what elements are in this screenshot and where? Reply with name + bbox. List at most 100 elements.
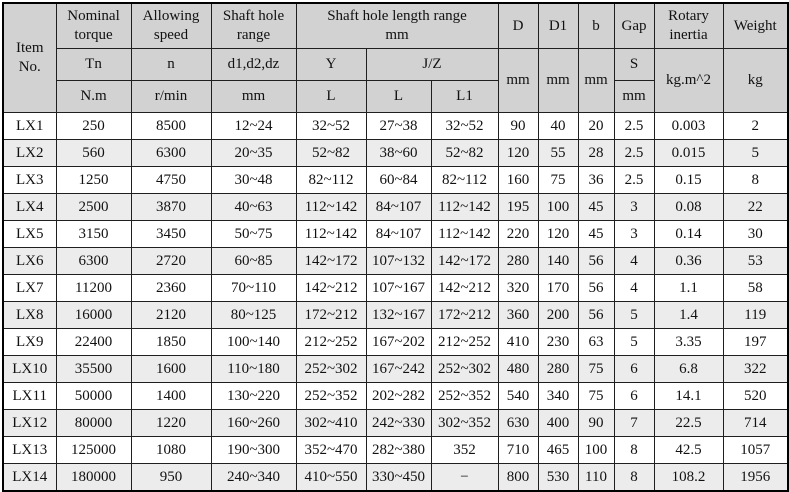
cell-hole_range: 60~85	[210, 247, 297, 275]
cell-b: 56	[577, 247, 615, 275]
cell-d: 160	[497, 166, 539, 194]
cell-item: LX5	[2, 220, 57, 248]
cell-s: 6	[613, 355, 655, 383]
cell-y_l: 52~82	[295, 139, 367, 167]
table-row: LX12 80000 1220 160~260 302~410 242~330 302~35…	[2, 409, 789, 437]
cell-b: 63	[577, 328, 615, 356]
cell-speed: 3870	[130, 193, 212, 221]
cell-d1: 40	[537, 112, 579, 140]
cell-weight: 119	[722, 301, 789, 329]
cell-d1: 100	[537, 193, 579, 221]
header-group-jz: J/Z	[365, 48, 499, 81]
cell-jz_l: 60~84	[365, 166, 432, 194]
cell-s: 3	[613, 220, 655, 248]
cell-item: LX2	[2, 139, 57, 167]
cell-jz_l: 282~380	[365, 436, 432, 464]
cell-torque: 80000	[55, 409, 132, 437]
cell-jz_l1: 252~352	[430, 382, 499, 410]
table-row: LX1 250 8500 12~24 32~52 27~38 32~52 90 40 20 2.5 0…	[2, 112, 789, 140]
cell-d1: 75	[537, 166, 579, 194]
table-body: LX1 250 8500 12~24 32~52 27~38 32~52 90 40 20 2.5 0…	[2, 112, 789, 492]
cell-hole_range: 12~24	[210, 112, 297, 140]
cell-b: 36	[577, 166, 615, 194]
cell-s: 4	[613, 247, 655, 275]
cell-weight: 1956	[722, 463, 789, 492]
cell-d: 410	[497, 328, 539, 356]
cell-hole_range: 80~125	[210, 301, 297, 329]
cell-inertia: 0.14	[653, 220, 724, 248]
cell-d: 320	[497, 274, 539, 302]
cell-b: 90	[577, 409, 615, 437]
header-shaft-hole-length: Shaft hole length range mm	[295, 2, 499, 49]
cell-s: 2.5	[613, 112, 655, 140]
header-weight-title: Weight	[722, 2, 789, 49]
cell-s: 4	[613, 274, 655, 302]
cell-y_l: 252~352	[295, 382, 367, 410]
cell-weight: 8	[722, 166, 789, 194]
cell-inertia: 0.015	[653, 139, 724, 167]
cell-d: 800	[497, 463, 539, 492]
header-jz-l: L	[365, 80, 432, 113]
cell-jz_l1: 252~302	[430, 355, 499, 383]
cell-s: 2.5	[613, 139, 655, 167]
cell-jz_l1: 302~352	[430, 409, 499, 437]
cell-jz_l: 132~167	[365, 301, 432, 329]
cell-jz_l1: 32~52	[430, 112, 499, 140]
cell-torque: 22400	[55, 328, 132, 356]
cell-jz_l1: 172~212	[430, 301, 499, 329]
table-row: LX11 50000 1400 130~220 252~352 202~282 252~35…	[2, 382, 789, 410]
cell-d1: 120	[537, 220, 579, 248]
cell-jz_l: 27~38	[365, 112, 432, 140]
cell-jz_l: 167~202	[365, 328, 432, 356]
cell-inertia: 0.08	[653, 193, 724, 221]
cell-torque: 180000	[55, 463, 132, 492]
cell-d1: 55	[537, 139, 579, 167]
cell-y_l: 32~52	[295, 112, 367, 140]
header-gap-unit: mm	[613, 80, 655, 113]
cell-speed: 2120	[130, 301, 212, 329]
header-torque-symbol: Tn	[55, 48, 132, 81]
cell-hole_range: 20~35	[210, 139, 297, 167]
cell-hole_range: 240~340	[210, 463, 297, 492]
cell-inertia: 3.35	[653, 328, 724, 356]
cell-jz_l1: 142~212	[430, 274, 499, 302]
cell-jz_l: 84~107	[365, 193, 432, 221]
header-d-title: D	[497, 2, 539, 49]
cell-jz_l: 167~242	[365, 355, 432, 383]
header-shaft-hole-length-title: Shaft hole length range	[327, 8, 467, 25]
cell-weight: 22	[722, 193, 789, 221]
table-row: LX8 16000 2120 80~125 172~212 132~167 172~212 3…	[2, 301, 789, 329]
cell-hole_range: 40~63	[210, 193, 297, 221]
cell-d: 630	[497, 409, 539, 437]
cell-hole_range: 50~75	[210, 220, 297, 248]
header-y-l: L	[295, 80, 367, 113]
cell-y_l: 142~172	[295, 247, 367, 275]
cell-item: LX9	[2, 328, 57, 356]
cell-b: 20	[577, 112, 615, 140]
header-jz-l1: L1	[430, 80, 499, 113]
cell-d: 195	[497, 193, 539, 221]
header-row-2: Tn n d1,d2,dz Y J/Z mm mm mm S kg.m^2 kg	[3, 48, 789, 113]
cell-speed: 950	[130, 463, 212, 492]
cell-inertia: 42.5	[653, 436, 724, 464]
cell-item: LX14	[2, 463, 57, 492]
cell-speed: 3450	[130, 220, 212, 248]
header-hole-range-symbol: d1,d2,dz	[210, 48, 297, 81]
header-shaft-hole-length-unit: mm	[385, 27, 409, 43]
cell-y_l: 302~410	[295, 409, 367, 437]
header-allowing-speed: Allowing speed	[130, 2, 212, 49]
cell-jz_l: 84~107	[365, 220, 432, 248]
cell-s: 7	[613, 409, 655, 437]
header-shaft-hole-range: Shaft hole range	[210, 2, 297, 49]
cell-inertia: 1.1	[653, 274, 724, 302]
cell-b: 28	[577, 139, 615, 167]
table-row: LX10 35500 1600 110~180 252~302 167~242 252~30…	[2, 355, 789, 383]
cell-hole_range: 160~260	[210, 409, 297, 437]
header-torque-unit: N.m	[55, 80, 132, 113]
cell-weight: 322	[722, 355, 789, 383]
header-group-y: Y	[295, 48, 367, 81]
header-b-unit: mm	[577, 48, 615, 113]
cell-speed: 6300	[130, 139, 212, 167]
cell-s: 2.5	[613, 166, 655, 194]
header-rotary-inertia-title: Rotary inertia	[653, 2, 724, 49]
